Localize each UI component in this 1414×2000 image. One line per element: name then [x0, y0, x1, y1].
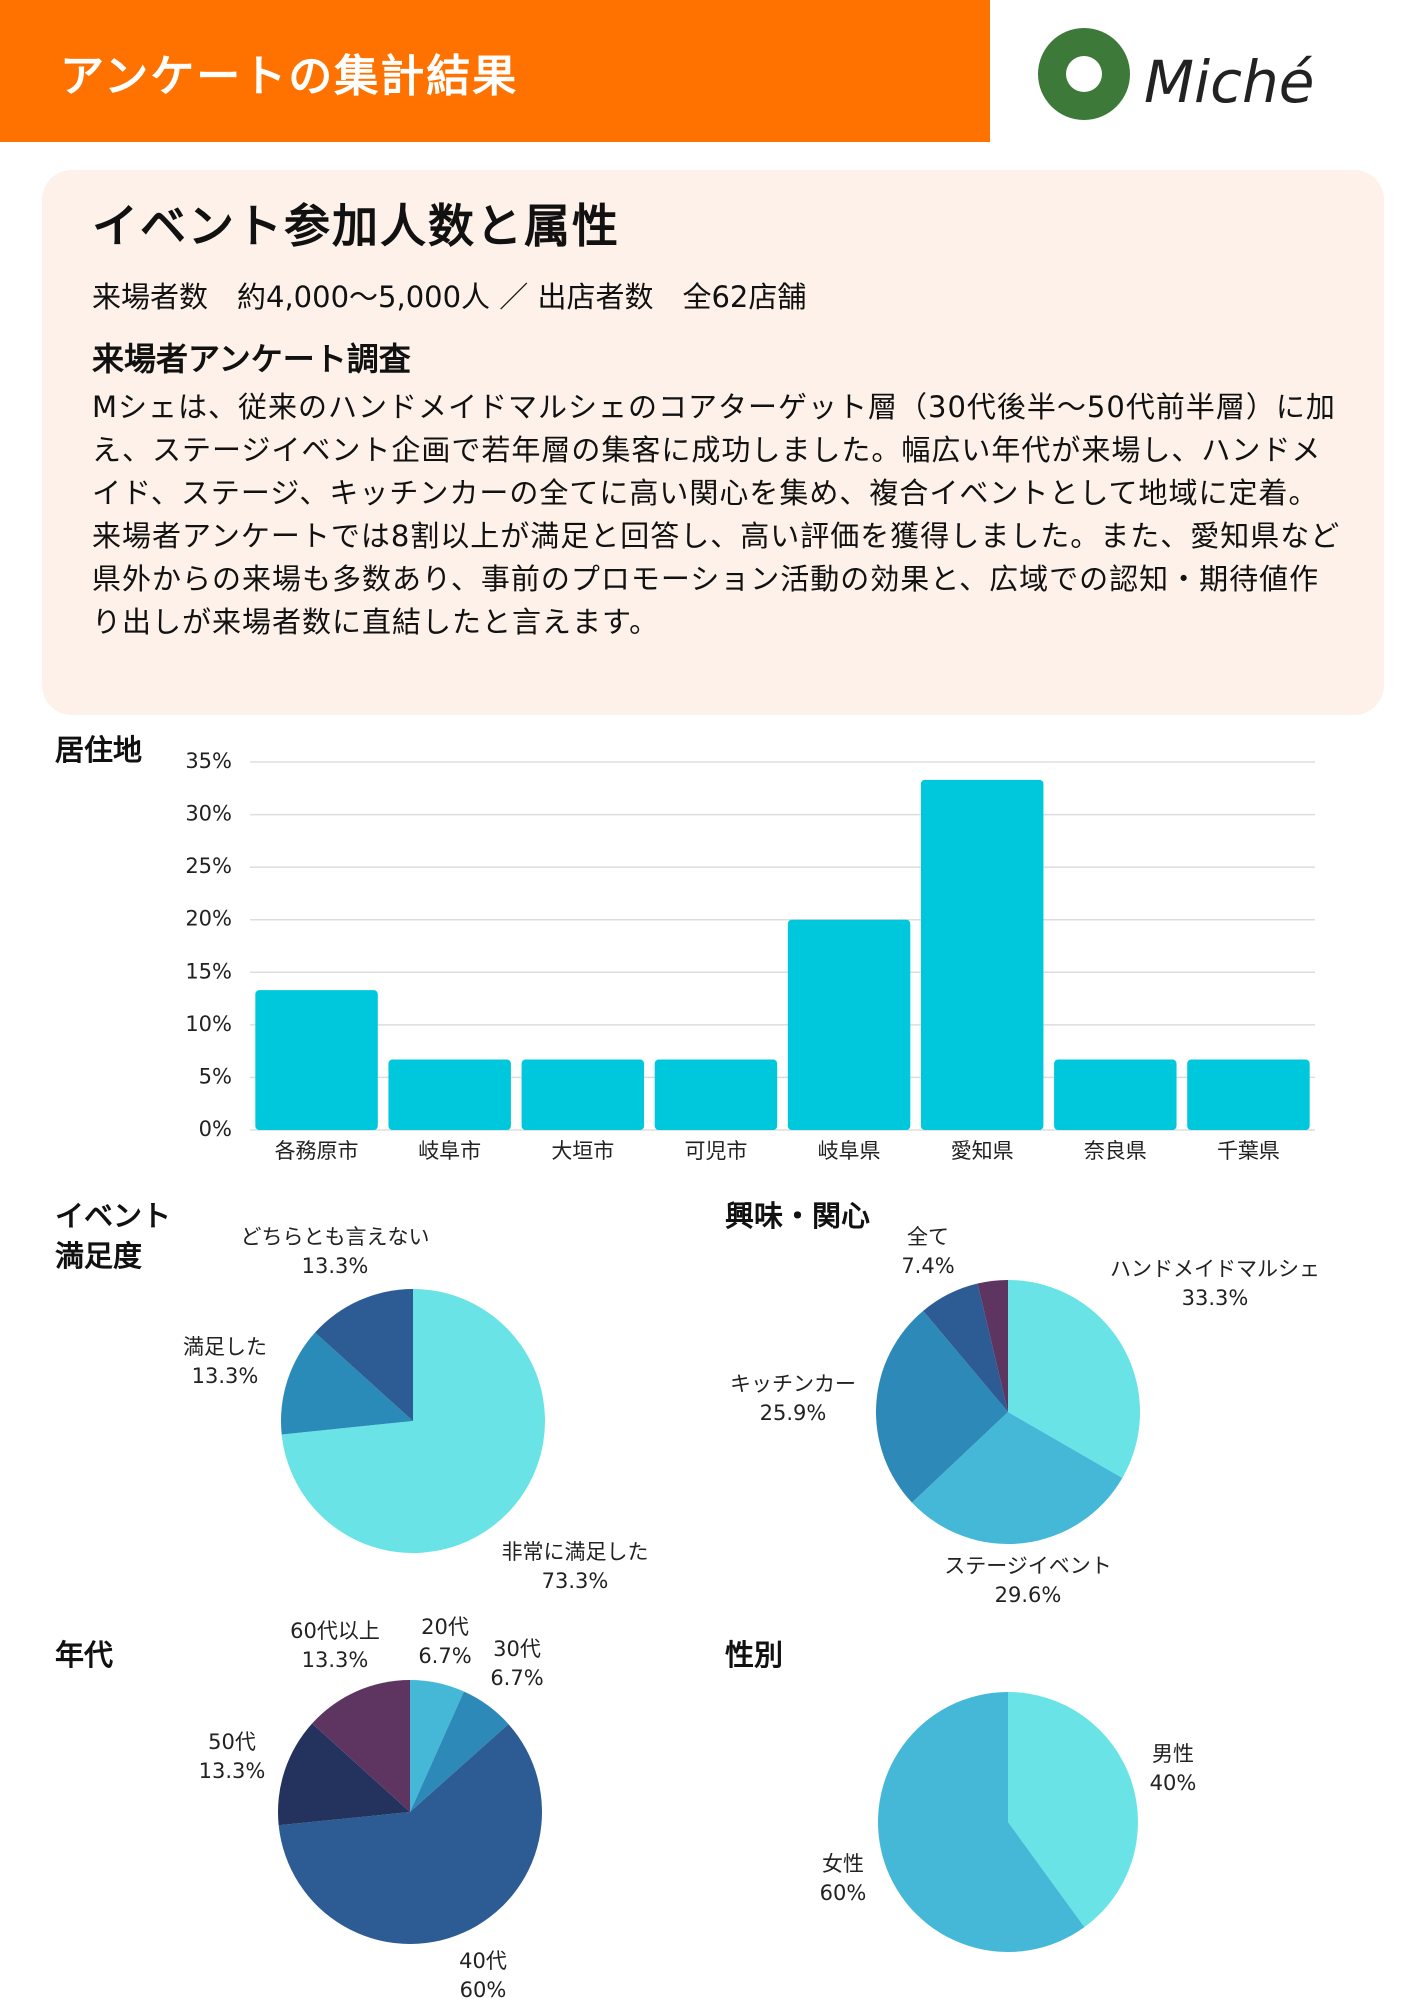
slice-label: どちらとも言えない: [241, 1225, 430, 1249]
slice-label: 60代以上: [290, 1619, 380, 1643]
pie-slice: [278, 1724, 543, 1945]
chart-title: 興味・関心: [725, 1199, 870, 1233]
slice-value-label: 6.7%: [418, 1644, 471, 1668]
y-tick-label: 20%: [185, 907, 232, 931]
slice-label: キッチンカー: [730, 1372, 856, 1396]
slice-label: 全て: [907, 1225, 949, 1249]
bar: [255, 990, 378, 1130]
slice-value-label: 6.7%: [490, 1666, 543, 1690]
bar: [1054, 1059, 1177, 1130]
slice-label: 50代: [208, 1730, 256, 1754]
pie-slice: [1008, 1280, 1140, 1478]
chart-title: イベント: [55, 1199, 171, 1233]
summary-heading: イベント参加人数と属性: [92, 199, 620, 253]
slice-value-label: 7.4%: [901, 1254, 954, 1278]
chart-title: 居住地: [55, 733, 142, 767]
y-tick-label: 35%: [185, 749, 232, 773]
x-tick-label: 各務原市: [275, 1139, 359, 1163]
logo-icon-center: [1066, 56, 1102, 92]
slice-value-label: 40%: [1150, 1771, 1197, 1795]
slice-label: 男性: [1152, 1742, 1194, 1766]
y-tick-label: 30%: [185, 802, 232, 826]
bar: [521, 1059, 645, 1130]
slice-label: 女性: [822, 1852, 864, 1876]
summary-paragraph: Mシェは、従来のハンドメイドマルシェのコアターゲット層（30代後半〜50代前半層…: [92, 390, 1336, 510]
pie-slice: [977, 1280, 1008, 1412]
pie-slice: [878, 1692, 1085, 1953]
bar: [920, 779, 1044, 1130]
y-tick-label: 0%: [199, 1117, 232, 1141]
chart-title: 満足度: [55, 1239, 142, 1273]
pie-slice: [1008, 1692, 1138, 1928]
slice-value-label: 25.9%: [760, 1401, 827, 1425]
bar: [654, 1059, 778, 1130]
chart-title: 性別: [725, 1638, 783, 1672]
pie-slice: [278, 1723, 410, 1826]
slice-value-label: 73.3%: [542, 1569, 609, 1593]
logo: Miché: [1038, 28, 1315, 120]
page-title: アンケートの集計結果: [60, 51, 519, 102]
slice-value-label: 13.3%: [192, 1364, 259, 1388]
summary-stats: 来場者数 約4,000〜5,000人 ／ 出店者数 全62店舗: [92, 280, 807, 314]
x-tick-label: 奈良県: [1084, 1139, 1147, 1163]
bar: [787, 919, 911, 1130]
y-tick-label: 25%: [185, 854, 232, 878]
pie-slice: [281, 1289, 545, 1554]
slice-value-label: 60%: [460, 1978, 507, 2000]
pie-slice: [281, 1332, 413, 1435]
y-tick-label: 5%: [199, 1064, 232, 1088]
slice-value-label: 13.3%: [199, 1759, 266, 1783]
slice-value-label: 13.3%: [302, 1254, 369, 1278]
slice-value-label: 33.3%: [1182, 1286, 1249, 1310]
x-tick-label: 愛知県: [951, 1139, 1014, 1163]
slice-label: 満足した: [183, 1335, 267, 1359]
x-tick-label: 岐阜市: [418, 1139, 481, 1163]
x-tick-label: 可児市: [684, 1139, 747, 1163]
bar: [1187, 1059, 1310, 1130]
slice-value-label: 60%: [820, 1881, 867, 1905]
header-bar: アンケートの集計結果: [0, 0, 990, 142]
y-tick-label: 10%: [185, 1012, 232, 1036]
slice-label: 20代: [421, 1615, 469, 1639]
pie-slice: [410, 1691, 509, 1812]
slice-label: 非常に満足した: [502, 1540, 649, 1564]
logo-text: Miché: [1144, 48, 1315, 116]
x-tick-label: 千葉県: [1217, 1139, 1280, 1163]
x-tick-label: 大垣市: [551, 1139, 614, 1163]
pie-slice: [410, 1680, 464, 1812]
bar: [388, 1059, 511, 1130]
y-tick-label: 15%: [185, 959, 232, 983]
slice-value-label: 13.3%: [302, 1648, 369, 1672]
pie-slice: [911, 1412, 1123, 1544]
slice-label: ステージイベント: [944, 1554, 1112, 1578]
pie-slice: [315, 1289, 413, 1421]
slice-label: ハンドメイドマルシェ: [1110, 1257, 1320, 1281]
chart-title: 年代: [55, 1638, 113, 1672]
x-tick-label: 岐阜県: [818, 1139, 881, 1163]
summary-box: イベント参加人数と属性 来場者数 約4,000〜5,000人 ／ 出店者数 全6…: [42, 170, 1384, 715]
slice-label: 40代: [459, 1949, 507, 1973]
summary-paragraph: 来場者アンケートでは8割以上が満足と回答し、高い評価を獲得しました。また、愛知県…: [92, 519, 1341, 639]
pie-slice: [876, 1310, 1008, 1503]
pie-slice: [923, 1283, 1008, 1412]
pie-slice: [312, 1680, 410, 1812]
slice-label: 30代: [493, 1637, 541, 1661]
summary-subheading: 来場者アンケート調査: [92, 340, 411, 378]
slice-value-label: 29.6%: [995, 1583, 1062, 1607]
